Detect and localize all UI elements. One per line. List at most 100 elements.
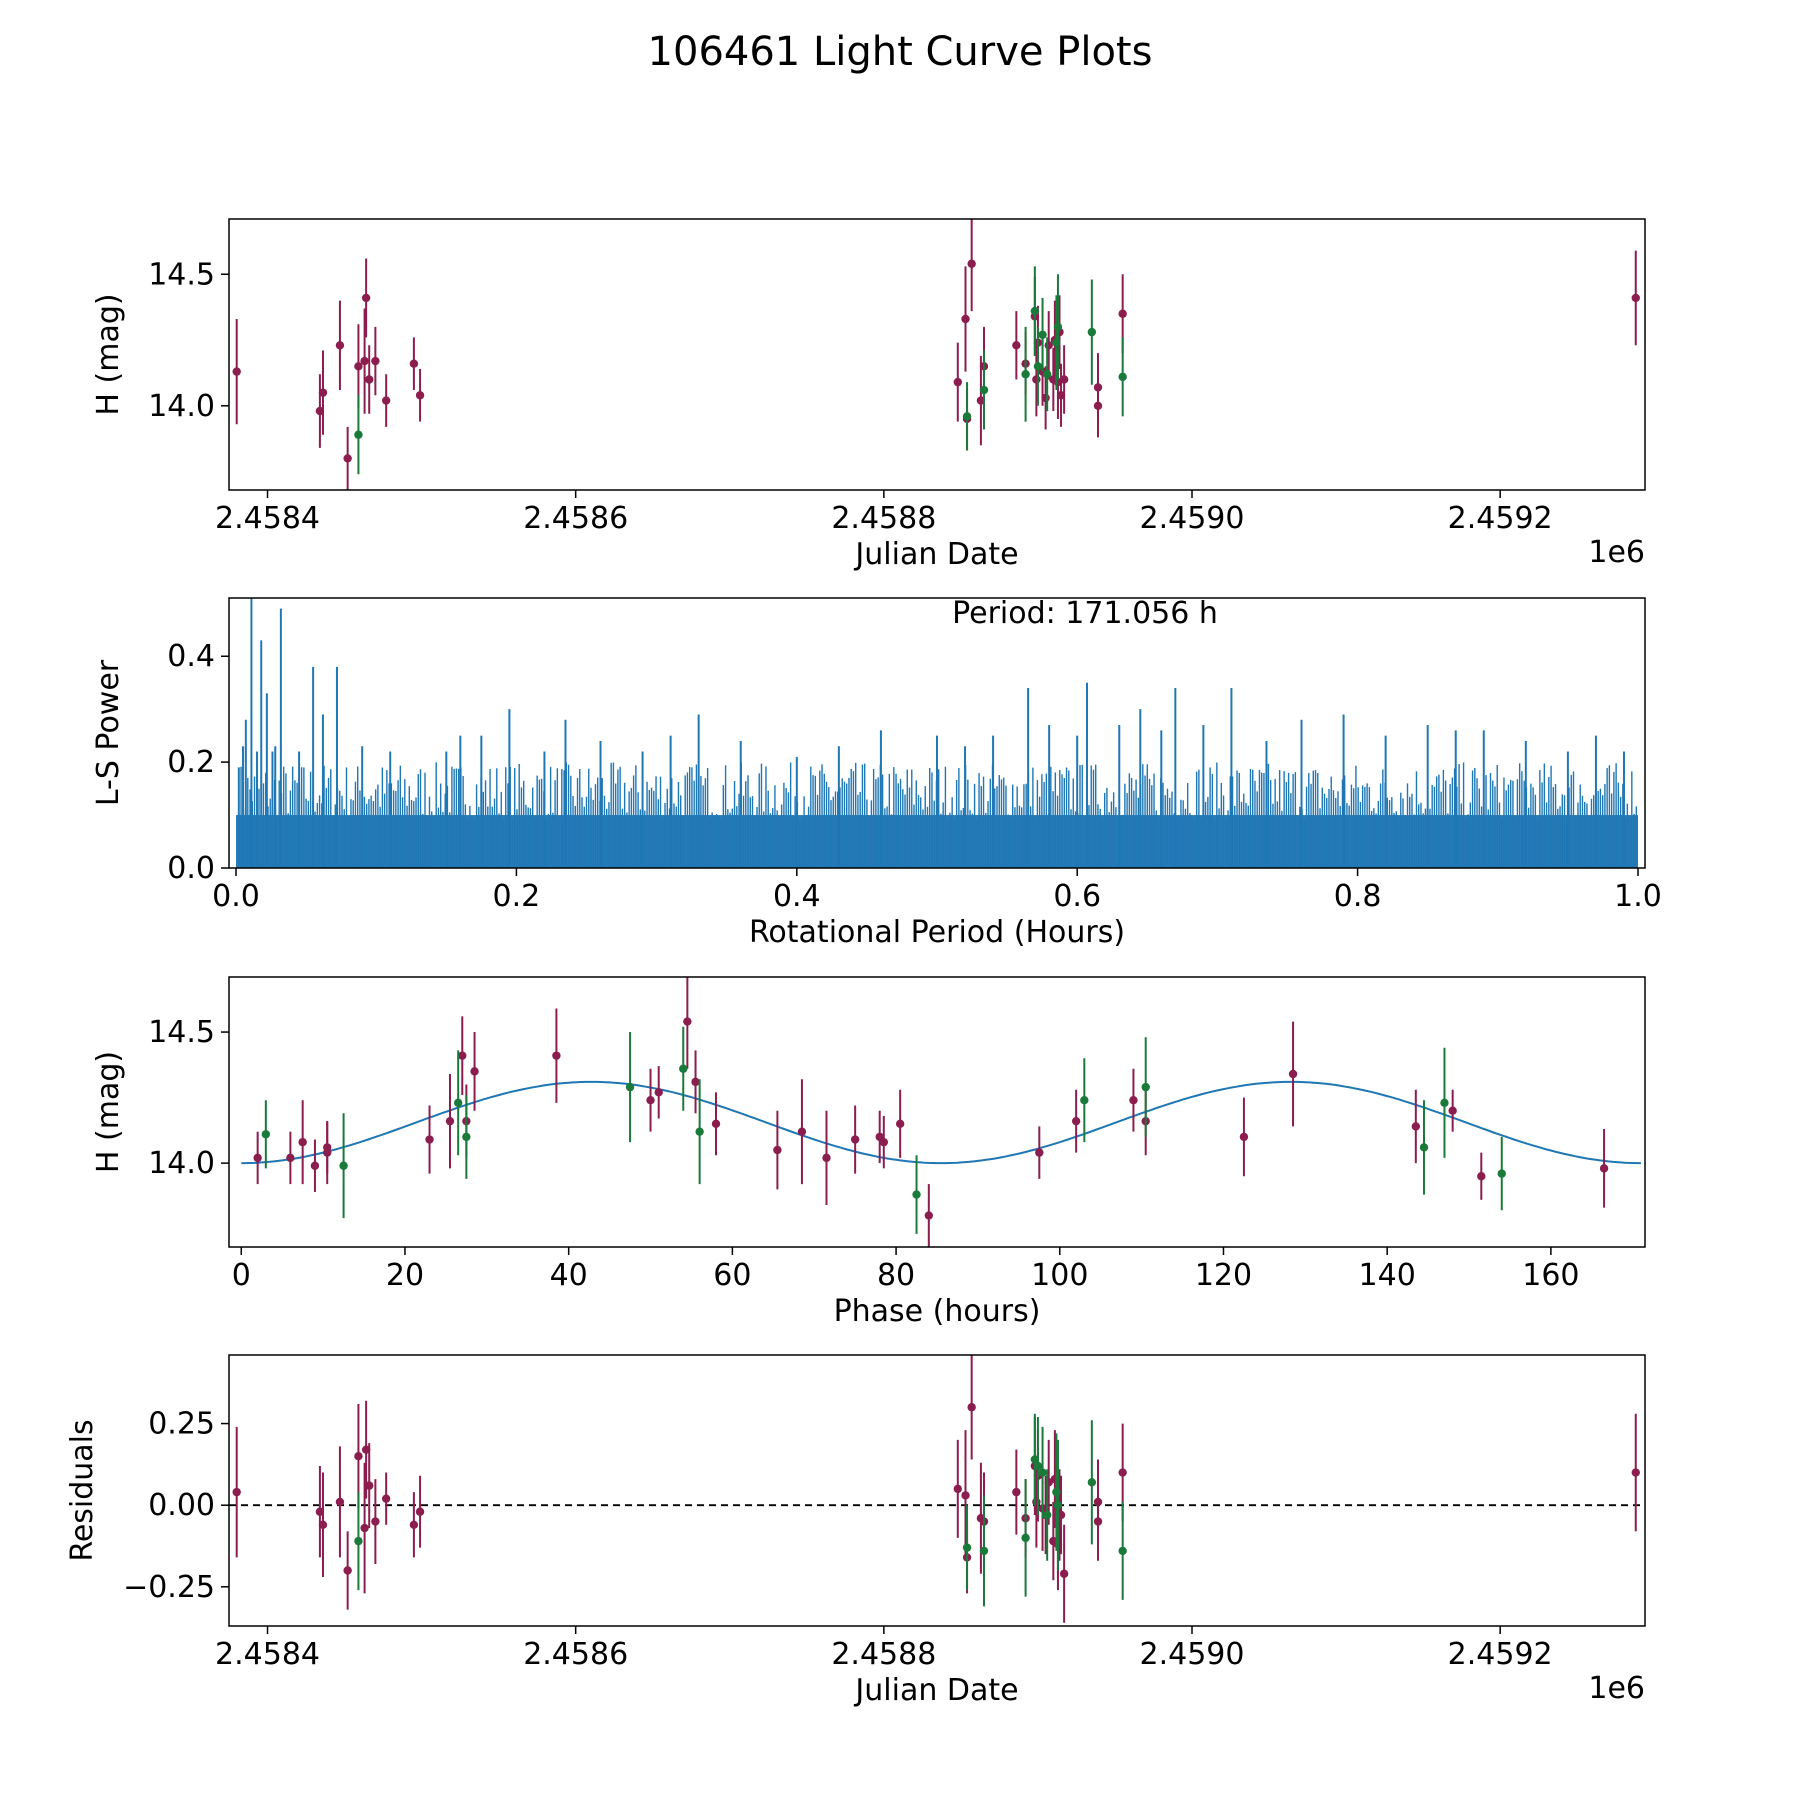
green-data-point — [1030, 306, 1040, 316]
green-data-point — [1118, 372, 1127, 382]
panel-2-content — [236, 598, 1638, 868]
green-data-point — [1053, 322, 1063, 332]
panel-2-ylabel: L-S Power — [91, 659, 126, 806]
green-data-point — [453, 1098, 463, 1108]
maroon-data-point — [232, 367, 241, 376]
maroon-data-point — [646, 1096, 655, 1105]
green-data-point — [1052, 338, 1061, 347]
x-tick-label: 40 — [550, 1258, 588, 1293]
maroon-data-point — [1059, 375, 1069, 384]
maroon-data-point — [415, 391, 425, 400]
maroon-data-point — [654, 1088, 663, 1097]
green-data-point — [962, 1543, 972, 1552]
maroon-data-point — [924, 1211, 934, 1220]
green-data-point — [1087, 327, 1097, 337]
panel-3-marks — [241, 977, 1641, 1247]
x-tick-label: 100 — [1031, 1258, 1088, 1293]
maroon-data-point — [1448, 1106, 1457, 1115]
maroon-data-point — [343, 1566, 352, 1575]
panel-1-ticks: 2.4584 2.4586 2.4588 2.4590 2.4592 14.0 14.5 — [148, 257, 1552, 536]
maroon-data-point — [953, 1484, 963, 1494]
maroon-data-point — [425, 1135, 434, 1144]
panel-3-frame — [228, 976, 1646, 1248]
maroon-data-point — [552, 1051, 561, 1060]
x-tick-label: 2.4584 — [215, 1637, 320, 1672]
maroon-data-point — [1093, 401, 1103, 411]
maroon-data-point — [953, 377, 963, 387]
maroon-data-point — [1071, 1116, 1081, 1126]
x-tick-label: 0.2 — [493, 879, 541, 914]
maroon-data-point — [961, 1491, 970, 1500]
y-tick-label: 14.5 — [148, 1015, 215, 1050]
maroon-data-point — [1411, 1122, 1421, 1131]
maroon-data-point — [797, 1127, 807, 1136]
x-tick-label: 2.4586 — [523, 1637, 628, 1672]
maroon-data-point — [381, 396, 391, 405]
green-data-point — [1042, 1510, 1052, 1520]
panel-1-ylabel: H (mag) — [91, 293, 126, 415]
maroon-data-point — [286, 1153, 295, 1163]
x-tick-label: 2.4588 — [831, 501, 936, 536]
x-tick-label: 140 — [1359, 1258, 1416, 1293]
green-data-point — [1440, 1098, 1449, 1108]
x-tick-label: 120 — [1195, 1258, 1252, 1293]
panel-4-x-offset: 1e6 — [1588, 1671, 1645, 1706]
maroon-data-point — [361, 293, 371, 303]
x-tick-label: 0.4 — [773, 879, 821, 914]
maroon-data-point — [343, 454, 352, 463]
maroon-data-point — [1093, 1517, 1103, 1526]
y-tick-label: 0.4 — [167, 639, 215, 674]
x-tick-label: 0.8 — [1334, 879, 1382, 914]
maroon-data-point — [1059, 1569, 1069, 1578]
green-data-point — [1038, 1468, 1047, 1477]
green-data-point — [354, 1536, 363, 1546]
panel-4-content — [229, 1355, 1645, 1623]
green-data-point — [339, 1161, 348, 1170]
x-tick-label: 0.0 — [212, 879, 260, 914]
green-data-point — [1080, 1096, 1089, 1105]
maroon-data-point — [879, 1137, 888, 1147]
green-data-point — [1033, 1461, 1043, 1471]
maroon-data-point — [1118, 1468, 1127, 1477]
figure-title: 106461 Light Curve Plots — [648, 29, 1153, 75]
green-data-point — [962, 412, 972, 421]
panel-3-xlabel: Phase (hours) — [834, 1294, 1041, 1329]
green-data-point — [912, 1190, 921, 1199]
x-tick-label: 80 — [877, 1258, 915, 1293]
maroon-data-point — [1041, 393, 1050, 403]
x-tick-label: 0 — [232, 1258, 251, 1293]
maroon-data-point — [1288, 1069, 1298, 1079]
x-tick-label: 2.4592 — [1448, 1637, 1553, 1672]
maroon-data-point — [409, 359, 419, 368]
panel-4-xlabel: Julian Date — [853, 1673, 1018, 1708]
green-data-point — [1118, 1546, 1127, 1556]
green-data-point — [354, 430, 363, 439]
maroon-data-point — [1012, 1487, 1021, 1497]
green-data-point — [679, 1064, 688, 1073]
y-tick-label: −0.25 — [123, 1570, 215, 1605]
maroon-data-point — [470, 1067, 479, 1076]
panel-3-ticks: 0 20 40 60 80 100 120 140 160 14.0 14.5 — [148, 1015, 1579, 1293]
green-data-point — [1021, 370, 1030, 379]
y-tick-label: 14.5 — [148, 257, 215, 292]
maroon-data-point — [1477, 1172, 1486, 1181]
panel-3-content — [241, 977, 1641, 1247]
green-data-point — [1033, 362, 1043, 371]
maroon-data-point — [445, 1116, 455, 1126]
maroon-data-point — [850, 1135, 860, 1144]
maroon-data-point — [253, 1153, 262, 1163]
maroon-data-point — [967, 259, 976, 268]
panel-1-light-curve: 2.4584 2.4586 2.4588 2.4590 2.4592 14.0 14.5 J… — [91, 218, 1646, 572]
maroon-data-point — [822, 1153, 831, 1163]
x-tick-label: 1.0 — [1614, 879, 1662, 914]
maroon-data-point — [1631, 1468, 1640, 1477]
maroon-data-point — [1239, 1132, 1249, 1142]
maroon-data-point — [1118, 309, 1127, 318]
y-tick-label: 0.2 — [167, 745, 215, 780]
maroon-data-point — [1032, 375, 1041, 384]
green-data-point — [1038, 330, 1047, 339]
maroon-data-point — [323, 1148, 332, 1157]
panel-1-x-offset: 1e6 — [1588, 535, 1645, 570]
